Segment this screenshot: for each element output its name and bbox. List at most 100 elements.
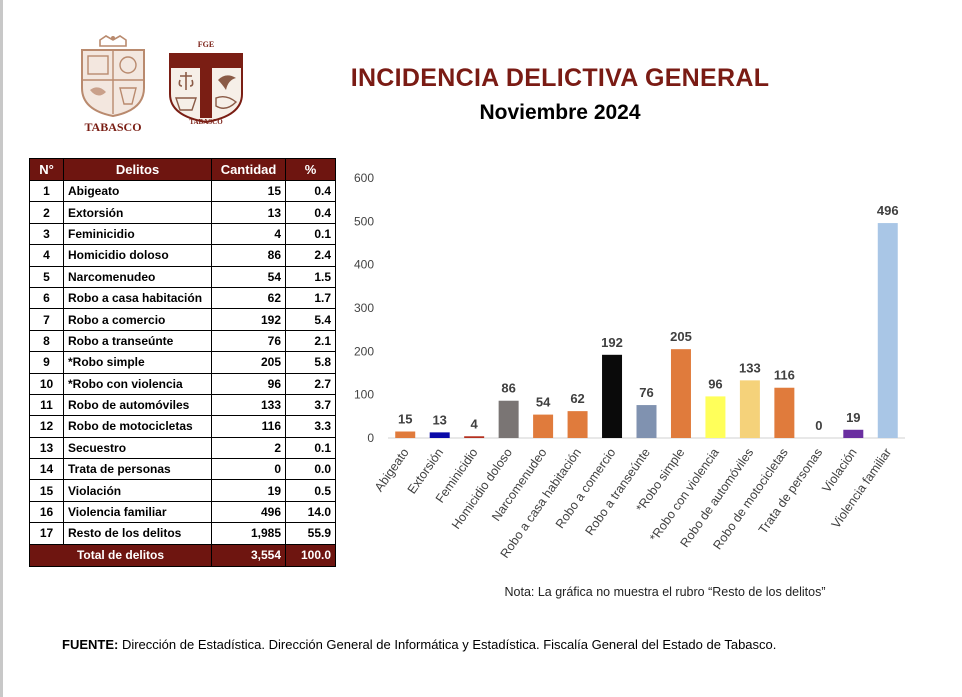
fge-logo-caption: TABASCO — [189, 118, 223, 126]
table-row: 7 Robo a comercio 192 5.4 — [29, 308, 336, 331]
row-crime-name: *Robo con violencia — [63, 372, 212, 395]
source-text: Dirección de Estadística. Dirección Gene… — [118, 637, 777, 652]
y-tick-label: 500 — [354, 214, 374, 228]
row-quantity: 19 — [211, 479, 286, 502]
row-number: 3 — [29, 222, 64, 246]
table-row: 8 Robo a transeúnte 76 2.1 — [29, 329, 336, 353]
row-number: 13 — [29, 436, 64, 460]
bar — [877, 223, 898, 438]
row-crime-name: Extorsión — [63, 201, 212, 224]
data-label: 205 — [670, 329, 692, 344]
row-crime-name: Trata de personas — [63, 458, 212, 481]
row-number: 17 — [29, 522, 64, 545]
y-tick-label: 200 — [354, 344, 374, 358]
table-row: 10 *Robo con violencia 96 2.7 — [29, 372, 336, 395]
bar — [464, 436, 485, 438]
data-label: 496 — [877, 203, 899, 218]
row-number: 6 — [29, 286, 64, 310]
row-percent: 5.4 — [285, 308, 336, 331]
bar — [395, 431, 416, 438]
chart-note: Nota: La gráfica no muestra el rubro “Re… — [504, 585, 826, 599]
row-percent: 0.1 — [285, 222, 336, 246]
y-tick-label: 600 — [354, 171, 374, 185]
crime-incidence-table: N° Delitos Cantidad % 1 Abigeato 15 0.4 2 Ext… — [29, 158, 336, 567]
bar — [533, 414, 554, 438]
table-row: 3 Feminicidio 4 0.1 — [29, 222, 336, 246]
x-tick-label: Robo a transeúnte — [582, 446, 652, 538]
page-left-border — [0, 0, 3, 697]
row-number: 9 — [29, 351, 64, 374]
row-quantity: 496 — [211, 500, 286, 524]
x-tick-label: Homicidio doloso — [449, 446, 515, 532]
row-number: 12 — [29, 415, 64, 438]
row-percent: 2.4 — [285, 244, 336, 267]
row-number: 11 — [29, 393, 64, 417]
row-quantity: 13 — [211, 201, 286, 224]
row-crime-name: Robo a transeúnte — [63, 329, 212, 353]
data-label: 54 — [536, 395, 551, 410]
table-row: 17 Resto de los delitos 1,985 55.9 — [29, 522, 336, 545]
row-number: 15 — [29, 479, 64, 502]
row-quantity: 116 — [211, 415, 286, 438]
row-percent: 0.4 — [285, 179, 336, 203]
table-row: 4 Homicidio doloso 86 2.4 — [29, 244, 336, 267]
bar — [670, 349, 691, 438]
row-crime-name: Abigeato — [63, 179, 212, 203]
data-label: 116 — [774, 368, 795, 383]
row-percent: 55.9 — [285, 522, 336, 545]
table-row: 6 Robo a casa habitación 62 1.7 — [29, 286, 336, 310]
column-header-crime: Delitos — [63, 158, 212, 181]
row-quantity: 133 — [211, 393, 286, 417]
y-tick-label: 100 — [354, 388, 374, 402]
row-crime-name: Homicidio doloso — [63, 244, 212, 267]
row-crime-name: Secuestro — [63, 436, 212, 460]
row-quantity: 86 — [211, 244, 286, 267]
table-header-row: N° Delitos Cantidad % — [29, 158, 336, 181]
row-percent: 2.7 — [285, 372, 336, 395]
fge-emblem-icon — [169, 53, 243, 124]
row-number: 4 — [29, 244, 64, 267]
data-label: 13 — [432, 412, 446, 427]
row-percent: 14.0 — [285, 500, 336, 524]
total-percent: 100.0 — [285, 543, 336, 567]
table-row: 16 Violencia familiar 496 14.0 — [29, 500, 336, 524]
row-crime-name: Robo a comercio — [63, 308, 212, 331]
data-label: 19 — [846, 410, 860, 425]
row-quantity: 1,985 — [211, 522, 286, 545]
row-number: 5 — [29, 265, 64, 288]
report-subtitle: Noviembre 2024 — [479, 101, 641, 124]
row-quantity: 2 — [211, 436, 286, 460]
row-percent: 2.1 — [285, 329, 336, 353]
data-label: 133 — [739, 360, 761, 375]
y-tick-label: 300 — [354, 301, 374, 315]
y-tick-label: 400 — [354, 258, 374, 272]
data-label: 15 — [398, 412, 412, 427]
row-number: 10 — [29, 372, 64, 395]
column-header-quantity: Cantidad — [211, 158, 286, 181]
table-row: 12 Robo de motocicletas 116 3.3 — [29, 415, 336, 438]
source-label: FUENTE: — [62, 637, 119, 652]
column-header-percent: % — [285, 158, 336, 181]
table-row: 5 Narcomenudeo 54 1.5 — [29, 265, 336, 288]
row-crime-name: Narcomenudeo — [63, 265, 212, 288]
report-title: INCIDENCIA DELICTIVA GENERAL — [350, 64, 770, 92]
table-row: 15 Violación 19 0.5 — [29, 479, 336, 502]
data-label: 62 — [570, 391, 584, 406]
coat-of-arms-icon — [81, 35, 145, 118]
total-quantity: 3,554 — [211, 543, 286, 567]
total-label: Total de delitos — [29, 543, 212, 567]
row-percent: 1.5 — [285, 265, 336, 288]
row-percent: 0.0 — [285, 458, 336, 481]
row-quantity: 192 — [211, 308, 286, 331]
tabasco-coat-of-arms-logo: TABASCO — [76, 34, 150, 134]
row-quantity: 96 — [211, 372, 286, 395]
row-percent: 3.3 — [285, 415, 336, 438]
data-label: 0 — [815, 418, 822, 433]
table-row: 2 Extorsión 13 0.4 — [29, 201, 336, 224]
bar — [567, 411, 588, 438]
bar — [636, 405, 657, 438]
row-percent: 1.7 — [285, 286, 336, 310]
row-quantity: 4 — [211, 222, 286, 246]
row-quantity: 15 — [211, 179, 286, 203]
bar — [739, 380, 760, 438]
